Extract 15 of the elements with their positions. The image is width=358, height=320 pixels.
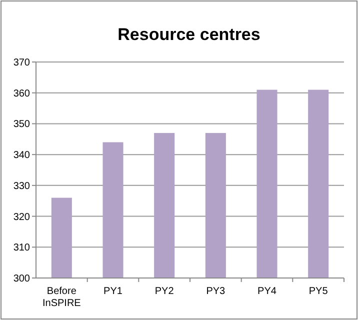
x-tick-label: PY2 (154, 286, 174, 297)
chart-title: Resource centres (118, 25, 260, 44)
y-tick-label: 320 (13, 212, 30, 223)
x-tick-label: PY1 (104, 286, 123, 297)
x-tick-label: PY3 (206, 286, 226, 297)
y-tick-label: 350 (13, 119, 30, 130)
y-tick-label: 360 (13, 88, 30, 100)
y-tick-label: 330 (13, 180, 30, 192)
y-tick-label: 300 (13, 274, 30, 284)
x-tick-label: PY5 (308, 286, 328, 297)
x-tick-label: PY4 (258, 286, 277, 297)
y-tick-label: 370 (13, 58, 30, 68)
y-tick-label: 310 (13, 242, 30, 254)
y-tick-label: 340 (13, 150, 30, 162)
x-tick-label: Before InSPIRE (42, 286, 82, 309)
